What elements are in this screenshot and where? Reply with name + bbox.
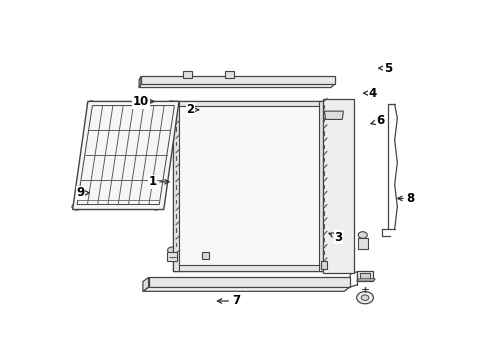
Circle shape: [322, 120, 345, 136]
Circle shape: [357, 292, 373, 304]
Circle shape: [361, 295, 369, 301]
Text: 7: 7: [218, 294, 240, 307]
Polygon shape: [357, 279, 375, 281]
Text: 2: 2: [186, 103, 198, 116]
Text: 8: 8: [398, 192, 415, 205]
Polygon shape: [173, 102, 323, 105]
Circle shape: [167, 101, 176, 108]
Text: 1: 1: [148, 175, 169, 188]
Polygon shape: [324, 111, 343, 120]
Polygon shape: [202, 252, 209, 260]
Text: 6: 6: [371, 114, 384, 127]
Text: 9: 9: [76, 186, 89, 199]
Polygon shape: [148, 278, 350, 287]
Polygon shape: [173, 102, 323, 270]
Polygon shape: [139, 84, 335, 87]
Circle shape: [168, 247, 177, 253]
Text: 5: 5: [379, 62, 392, 75]
Polygon shape: [224, 71, 234, 78]
Polygon shape: [358, 238, 368, 249]
Text: 10: 10: [133, 95, 154, 108]
Polygon shape: [361, 273, 369, 279]
Circle shape: [331, 126, 337, 130]
Polygon shape: [179, 105, 318, 265]
Polygon shape: [357, 271, 373, 281]
Circle shape: [87, 101, 96, 108]
Text: 3: 3: [329, 231, 343, 244]
Circle shape: [327, 123, 341, 133]
Polygon shape: [141, 76, 335, 84]
Polygon shape: [323, 99, 354, 273]
Polygon shape: [318, 102, 323, 270]
Polygon shape: [167, 252, 177, 261]
Circle shape: [72, 203, 81, 210]
Polygon shape: [73, 102, 179, 210]
Polygon shape: [321, 261, 327, 269]
Circle shape: [151, 203, 161, 210]
Polygon shape: [173, 102, 179, 270]
Polygon shape: [139, 76, 141, 87]
Text: 4: 4: [364, 87, 377, 100]
Polygon shape: [143, 278, 148, 291]
Polygon shape: [143, 287, 350, 291]
Polygon shape: [173, 265, 323, 270]
Polygon shape: [183, 71, 192, 78]
Circle shape: [358, 232, 368, 238]
